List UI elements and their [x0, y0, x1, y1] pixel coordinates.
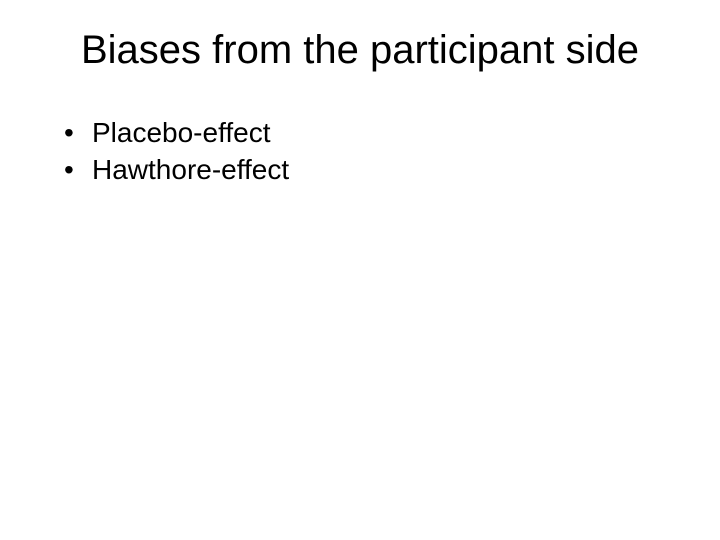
list-item: Placebo-effect — [64, 115, 680, 150]
list-item: Hawthore-effect — [64, 152, 680, 187]
slide-container: Biases from the participant side Placebo… — [0, 0, 720, 540]
slide-title: Biases from the participant side — [40, 28, 680, 73]
bullet-list: Placebo-effect Hawthore-effect — [40, 115, 680, 187]
